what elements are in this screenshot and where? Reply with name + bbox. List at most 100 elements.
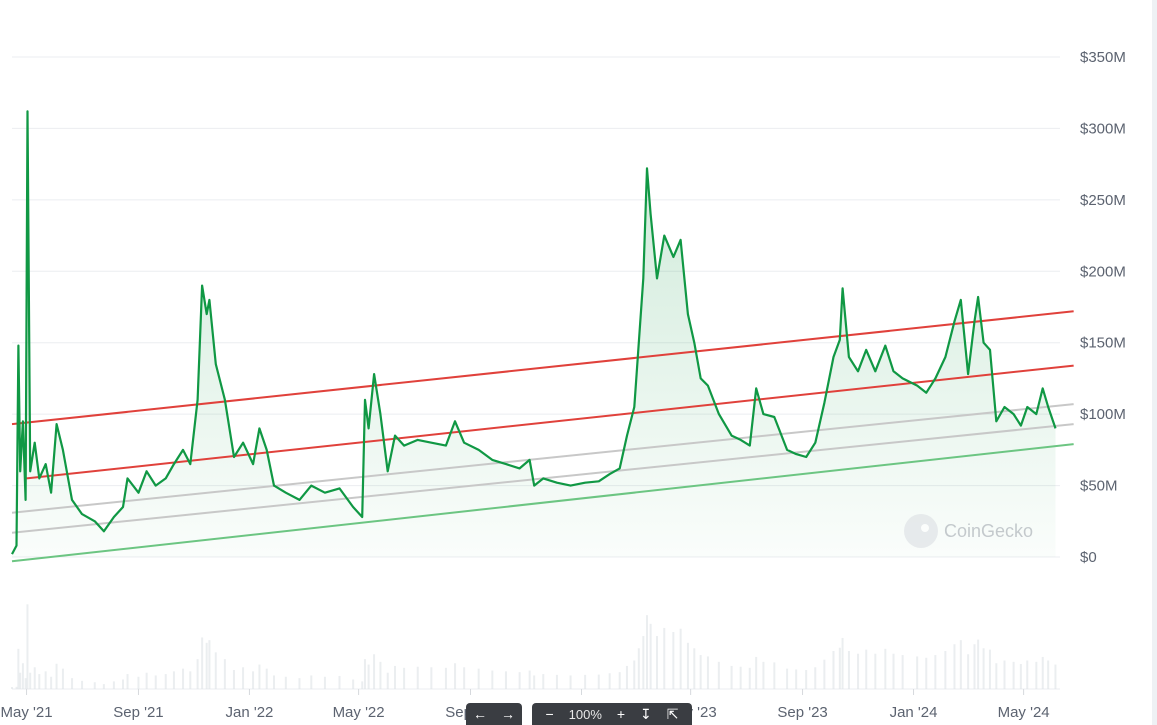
volume-bar [323,676,326,689]
volume-bar [795,669,798,689]
volume-bar [367,664,370,689]
volume-bar [242,667,245,689]
volume-bar [55,663,58,689]
volume-bar [33,667,36,689]
volume-bar [214,652,217,689]
volume-bar [608,673,611,689]
y-tick-label: $350M [1080,49,1126,66]
arrow-left-icon[interactable]: ← [473,706,487,722]
volume-bar [11,687,13,689]
volume-bar [223,659,226,689]
y-tick-label: $100M [1080,406,1126,423]
volume-bar [977,639,980,689]
volume-bar [805,670,808,689]
watermark-text: CoinGecko [944,520,1034,541]
trendline [11,443,1074,563]
volume-bar [1026,660,1029,689]
volume-bar [1047,660,1050,689]
minus-icon[interactable]: − [545,706,554,722]
volume-bar [679,628,682,689]
volume-bar [71,678,74,689]
series-area-fill [12,111,1056,558]
collapse-icon[interactable]: ⇱ [666,706,679,722]
volume-bar [625,665,628,689]
volume-bar [19,672,22,689]
trendline [11,310,1074,426]
volume-bar [137,676,140,689]
volume-bar [363,659,366,689]
x-tick-label: May '21 [1,704,53,721]
volume-bar [15,686,18,689]
volume-bar [988,649,991,689]
volume-bar [739,666,742,689]
arrow-right-icon[interactable]: → [501,706,515,722]
y-tick-label: $200M [1080,263,1126,280]
volume-bar [232,670,235,689]
x-tick-label: May '22 [333,704,385,721]
volume-bar [597,674,600,689]
volume-bar [205,642,208,689]
volume-bar [618,672,621,689]
volume-bar [1035,661,1038,689]
volume-bar [50,676,53,689]
volume-bar [265,668,268,689]
download-icon[interactable]: ↧ [640,706,652,722]
volume-bar [477,668,480,689]
series-line [11,110,1057,555]
y-tick-label: $250M [1080,192,1126,209]
volume-bar [730,665,733,689]
volume-bar [982,648,985,689]
volume-bar [491,670,494,689]
volume-bar [832,651,835,689]
volume-bar [973,644,976,689]
volume-bar [555,674,558,689]
volume-bar [967,654,970,689]
volume-bar [102,684,105,689]
viewer-nav-controls: ← → [466,703,522,725]
volume-bar [393,665,396,689]
volume-bar [584,674,587,689]
volume-bar [273,675,275,689]
volume-bar [310,675,313,689]
volume-bar [298,678,301,689]
volume-bar [528,670,531,689]
volume-bar [172,671,175,689]
volume-bar [44,671,47,689]
volume-bar [1041,656,1044,689]
volume-bar [649,623,652,689]
volume-bar [717,661,720,689]
series-area [12,111,1056,558]
x-tick-label: Sep '23 [777,704,827,721]
volume-bar [748,667,751,689]
volume-bar [38,674,41,689]
volume-bar [762,661,765,689]
volume-bar [1019,664,1022,689]
volume-bar [361,681,364,689]
grid-lines [12,56,1060,690]
volume-bar [352,679,355,689]
volume-bar [454,663,457,689]
volume-bar [252,671,255,689]
volume-bar [533,675,536,689]
volume-bar [504,671,507,689]
volume-bar [569,675,572,689]
volume-bar [884,648,887,689]
volume-bar [706,656,709,689]
volume-bar [953,644,956,689]
volume-bar [373,654,376,689]
plus-icon[interactable]: + [616,706,626,722]
volume-bar [430,667,433,689]
volume-bar [463,667,466,689]
volume-bar [379,661,382,689]
volume-bar [786,668,789,689]
volume-bar [93,682,96,689]
volume-bar [892,653,895,689]
volume-bar [944,651,947,689]
volume-bar [633,660,636,689]
volume-bar [901,655,904,689]
volume-bar [1003,660,1006,689]
volume-bar [24,678,27,689]
volume-bar [874,653,877,689]
y-tick-label: $50M [1080,478,1118,495]
